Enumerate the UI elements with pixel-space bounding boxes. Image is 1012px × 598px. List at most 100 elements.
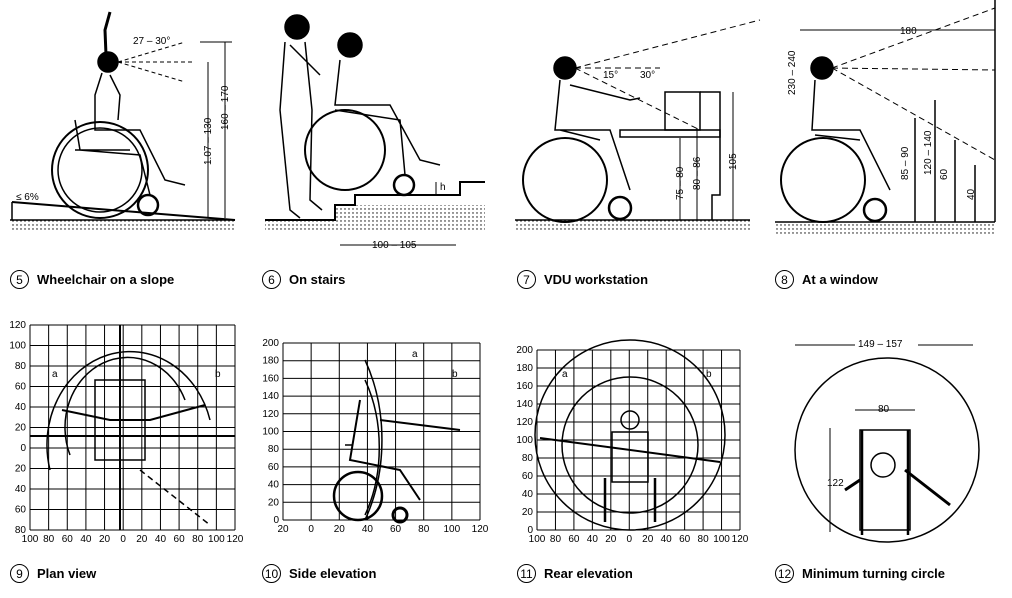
panel-10-a-label: a bbox=[412, 349, 418, 360]
panel-9-grid-x-tick: 40 bbox=[155, 534, 167, 545]
panel-10-grid-y-tick: 80 bbox=[268, 444, 280, 455]
panel-10-grid-y-tick: 180 bbox=[262, 356, 279, 367]
panel-12-width-label: 80 bbox=[878, 404, 890, 415]
panel-5-title: Wheelchair on a slope bbox=[37, 272, 175, 287]
panel-12-length-label: 122 bbox=[827, 478, 844, 489]
panel-10-grid-y-tick: 0 bbox=[273, 515, 279, 526]
panel-10-grid-x-tick: 20 bbox=[334, 524, 346, 535]
panel-11-grid-y-tick: 140 bbox=[516, 399, 533, 410]
panel-11-number: 11 bbox=[517, 564, 536, 583]
panel-12-title: Minimum turning circle bbox=[802, 566, 946, 581]
panel-6-h-label: h bbox=[440, 182, 446, 193]
panel-6-caption: 6 On stairs bbox=[262, 270, 345, 289]
panel-11-b-label: b bbox=[706, 369, 712, 380]
panel-9-grid-x-tick: 60 bbox=[62, 534, 74, 545]
panel-8-top-label: 180 bbox=[900, 26, 917, 37]
panel-9-grid-y-tick: 60 bbox=[15, 382, 27, 393]
panel-11-grid-x-tick: 100 bbox=[529, 534, 546, 545]
panel-11-grid-x-tick: 40 bbox=[587, 534, 599, 545]
panel-8-h3-label: 120 – 140 bbox=[923, 130, 934, 176]
panel-11-grid-x-tick: 100 bbox=[713, 534, 730, 545]
panel-5-caption: 5 Wheelchair on a slope bbox=[10, 270, 174, 289]
panel-10-grid-y-tick: 140 bbox=[262, 391, 279, 402]
panel-7-d1-label: 75 – 80 bbox=[675, 166, 686, 200]
panel-10-grid-y-tick: 120 bbox=[262, 409, 279, 420]
panel-7-d3-label: 105 bbox=[728, 153, 739, 170]
panel-11-grid-y-tick: 200 bbox=[516, 345, 533, 356]
panel-9-grid-y-tick: 20 bbox=[15, 464, 27, 475]
panel-10-grid-y-tick: 20 bbox=[268, 497, 280, 508]
panel-8-caption: 8 At a window bbox=[775, 270, 878, 289]
panel-9-grid-y-tick: 40 bbox=[15, 484, 27, 495]
panel-9-grid-x-tick: 100 bbox=[208, 534, 225, 545]
panel-12-figure bbox=[794, 344, 980, 543]
panel-6-depth-label: 100 – 105 bbox=[372, 240, 417, 251]
panel-12-caption: 12 Minimum turning circle bbox=[775, 564, 945, 583]
panel-9-grid-x-tick: 80 bbox=[43, 534, 55, 545]
panel-11-figure bbox=[534, 339, 726, 531]
panel-9-grid-y-tick: 0 bbox=[20, 443, 26, 454]
panel-11-grid-x-tick: 60 bbox=[679, 534, 691, 545]
panel-9-title: Plan view bbox=[37, 566, 97, 581]
panel-10-figure bbox=[332, 359, 461, 524]
panel-9-grid-y-tick: 80 bbox=[15, 525, 27, 536]
panel-11-grid-y-tick: 120 bbox=[516, 417, 533, 428]
panel-9-grid-y-tick: 100 bbox=[9, 341, 26, 352]
panel-9-grid-y-tick: 80 bbox=[15, 361, 27, 372]
panel-6-title: On stairs bbox=[289, 272, 346, 287]
panel-9-grid-x-tick: 0 bbox=[120, 534, 126, 545]
panel-7-number: 7 bbox=[517, 270, 536, 289]
panel-7-angle15-label: 15° bbox=[603, 70, 618, 81]
panel-11-grid-y-tick: 60 bbox=[522, 471, 534, 482]
panel-10-grid-x-tick: 120 bbox=[472, 524, 489, 535]
panel-7-angle30-label: 30° bbox=[640, 70, 655, 81]
panel-10-grid-y-tick: 100 bbox=[262, 427, 279, 438]
panel-11-grid-x-tick: 0 bbox=[626, 534, 632, 545]
panel-10-grid-y-tick: 200 bbox=[262, 338, 279, 349]
panel-9-figure bbox=[30, 325, 235, 530]
panel-11-grid: 100 80 60 40 20 0 20 40 60 80 100 12020018016014012… bbox=[516, 345, 748, 545]
panel-10-grid: 20 0 20 40 60 80 100 12020018016014012010080604… bbox=[262, 338, 488, 535]
panel-9-grid-x-tick: 20 bbox=[136, 534, 148, 545]
panel-12-number: 12 bbox=[775, 564, 794, 583]
panel-8-h2-label: 85 – 90 bbox=[900, 146, 911, 180]
panel-11-grid-y-tick: 100 bbox=[516, 435, 533, 446]
panel-8-number: 8 bbox=[775, 270, 794, 289]
panel-12-diameter-label: 149 – 157 bbox=[858, 339, 903, 350]
panel-9-b-label: b bbox=[215, 369, 221, 380]
panel-11-grid-y-tick: 40 bbox=[522, 489, 534, 500]
panel-11-grid-y-tick: 180 bbox=[516, 363, 533, 374]
panel-10-title: Side elevation bbox=[289, 566, 377, 581]
panel-9-grid-x-tick: 120 bbox=[227, 534, 244, 545]
panel-11-grid-y-tick: 80 bbox=[522, 453, 534, 464]
panel-8-drawing bbox=[775, 0, 996, 234]
panel-7-title: VDU workstation bbox=[544, 272, 649, 287]
panel-9-grid-x-tick: 40 bbox=[80, 534, 92, 545]
panel-9-grid-x-tick: 100 bbox=[22, 534, 39, 545]
panel-5-h2-label: 160 – 170 bbox=[220, 85, 231, 131]
panel-10-grid-x-tick: 100 bbox=[444, 524, 461, 535]
panel-11-grid-y-tick: 160 bbox=[516, 381, 533, 392]
panel-10-grid-x-tick: 80 bbox=[418, 524, 430, 535]
panel-10-number: 10 bbox=[262, 564, 281, 583]
panel-11-title: Rear elevation bbox=[544, 566, 633, 581]
panel-9-grid-y-tick: 20 bbox=[15, 423, 27, 434]
panel-7-d2-label: 80 – 86 bbox=[692, 156, 703, 190]
panel-9-a-label: a bbox=[52, 369, 58, 380]
panel-8-h4-label: 60 bbox=[939, 168, 950, 180]
panel-9-grid-y-tick: 120 bbox=[9, 320, 26, 331]
panel-5-h1-label: 1.07 – 130 bbox=[203, 117, 214, 165]
panel-10-caption: 10 Side elevation bbox=[262, 564, 376, 583]
panel-5-slope-label: ≤ 6% bbox=[16, 192, 39, 203]
panel-9-grid: 100 80 60 40 20 0 20 40 60 80 100 12012010080604020… bbox=[9, 320, 243, 545]
panel-11-grid-x-tick: 80 bbox=[698, 534, 710, 545]
panel-6-drawing bbox=[265, 14, 485, 246]
panel-9-grid-y-tick: 40 bbox=[15, 402, 27, 413]
panel-11-grid-x-tick: 40 bbox=[661, 534, 673, 545]
panel-10-grid-y-tick: 40 bbox=[268, 480, 280, 491]
panel-7-caption: 7 VDU workstation bbox=[517, 270, 648, 289]
panel-9-grid-x-tick: 20 bbox=[99, 534, 111, 545]
panel-5-angle-label: 27 – 30° bbox=[133, 36, 170, 47]
panel-11-grid-x-tick: 80 bbox=[550, 534, 562, 545]
